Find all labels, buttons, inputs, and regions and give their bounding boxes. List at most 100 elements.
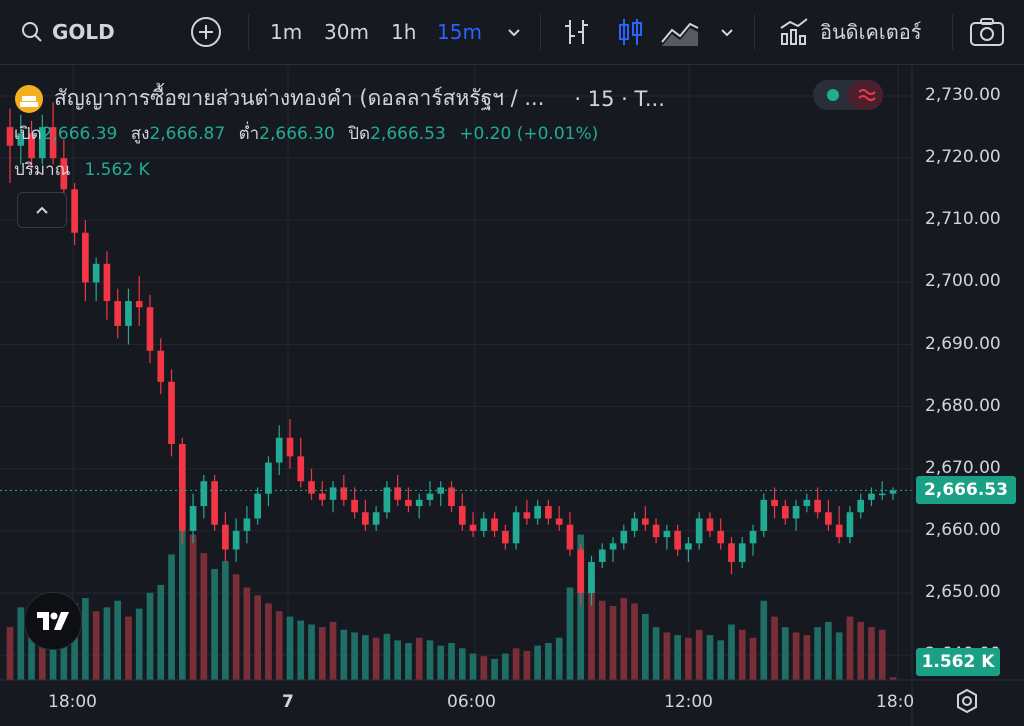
volume-bar	[835, 632, 843, 680]
time-tick: 12:00	[664, 692, 713, 712]
symbol-search[interactable]: GOLD	[20, 0, 115, 64]
symbol-interval: · 15 · T...	[574, 86, 665, 111]
current-price-label: 2,666.53	[916, 476, 1016, 505]
collapse-legend-button[interactable]	[17, 192, 67, 228]
area-chart-type-button[interactable]	[660, 0, 700, 64]
price-tick: 2,660.00	[925, 519, 1001, 540]
chart-type-dropdown[interactable]	[718, 0, 736, 64]
candles	[6, 102, 897, 606]
candle-body	[781, 506, 789, 519]
volume-bar	[620, 598, 628, 680]
candle-body	[545, 506, 552, 519]
gold-bars-icon	[15, 84, 43, 113]
indicators-button[interactable]: อินดิเคเตอร์	[778, 0, 921, 64]
candle-body	[555, 518, 563, 525]
high-label: สูง	[130, 124, 150, 144]
volume-bar	[168, 554, 175, 680]
candle-body	[71, 189, 78, 233]
timeframe-1m[interactable]: 1m	[270, 20, 303, 44]
timeframe-15m[interactable]: 15m	[437, 20, 482, 44]
snapshot-button[interactable]	[968, 0, 1006, 64]
candle-body	[146, 307, 154, 351]
candle-body	[523, 512, 531, 519]
candle-body	[49, 127, 57, 159]
volume-bar	[17, 607, 25, 680]
volume-bar	[426, 640, 434, 680]
volume-bar	[135, 608, 143, 680]
candle-body	[157, 350, 165, 382]
symbol-name: GOLD	[52, 20, 115, 44]
candle-body	[588, 561, 595, 594]
candle-body	[275, 437, 283, 463]
volume-bar	[685, 637, 692, 680]
candle-body	[480, 518, 488, 531]
timeframe-30m[interactable]: 30m	[324, 20, 369, 44]
candle-body	[685, 543, 692, 550]
price-chart[interactable]	[0, 65, 1024, 726]
candle-body	[771, 499, 778, 507]
candle-body	[803, 499, 811, 507]
chevron-down-icon	[508, 29, 520, 37]
volume-bar	[211, 569, 218, 680]
candle-body	[448, 487, 455, 507]
volume-bar	[868, 627, 875, 680]
volume-bar	[125, 616, 132, 680]
current-volume-label: 1.562 K	[916, 648, 1000, 676]
search-icon	[22, 22, 42, 42]
tradingview-logo-icon	[37, 612, 69, 630]
area-chart-icon	[661, 22, 699, 46]
tradingview-logo[interactable]	[24, 592, 82, 650]
candle-body	[297, 456, 305, 482]
symbol-legend[interactable]: สัญญาการซื้อขายส่วนต่างทองคำ (ดอลลาร์สหร…	[14, 82, 665, 115]
volume-bar	[771, 616, 778, 680]
volume-bar	[641, 613, 649, 680]
volume-bar	[362, 635, 369, 680]
candle-body	[189, 506, 197, 531]
open-value: 2,666.39	[41, 124, 118, 144]
toolbar-divider	[952, 14, 953, 50]
candle-body	[103, 263, 111, 302]
volume-bar	[405, 643, 412, 680]
symbol-description: สัญญาการซื้อขายส่วนต่างทองคำ (ดอลลาร์สหร…	[54, 86, 545, 110]
volume-legend: ปริมาณ 1.562 K	[14, 156, 150, 183]
candle-body	[318, 493, 326, 500]
volume-bar	[846, 616, 854, 680]
volume-bar	[157, 584, 165, 680]
time-tick-day: 7	[282, 692, 294, 712]
volume-bar	[60, 617, 68, 680]
volume-bar	[297, 620, 305, 680]
market-status-badge[interactable]	[813, 80, 883, 110]
timeframe-dropdown[interactable]	[505, 0, 523, 64]
volume-bar	[71, 603, 78, 680]
chart-settings-button[interactable]	[954, 688, 980, 718]
price-tick: 2,690.00	[925, 333, 1001, 354]
high-value: 2,666.87	[149, 124, 226, 144]
candle-chart-type-button[interactable]	[615, 0, 645, 64]
volume-bar	[878, 629, 886, 680]
compare-button[interactable]	[190, 0, 222, 64]
volume-bar	[663, 632, 671, 680]
timeframe-1h[interactable]: 1h	[391, 20, 417, 44]
candle-body	[641, 518, 649, 525]
candle-body	[674, 530, 681, 550]
volume-bar	[706, 635, 714, 680]
volume-bar	[38, 624, 46, 680]
candle-body	[222, 524, 229, 550]
volume-bar	[222, 561, 229, 680]
candle-body	[458, 506, 466, 525]
price-tick: 2,700.00	[925, 271, 1001, 292]
volume-bar	[6, 627, 14, 680]
volume-bar	[792, 632, 800, 680]
candle-body	[426, 493, 434, 500]
volume-label: ปริมาณ	[14, 160, 71, 180]
bar-chart-type-button[interactable]	[562, 0, 592, 64]
chevron-up-icon	[36, 206, 48, 214]
price-tick: 2,720.00	[925, 147, 1001, 168]
volume-value: 1.562 K	[84, 160, 150, 180]
volume-bar	[545, 643, 552, 680]
time-tick: 06:00	[447, 692, 496, 712]
candle-body	[814, 499, 821, 513]
candle-body	[760, 499, 768, 531]
volume-bar	[254, 595, 262, 680]
